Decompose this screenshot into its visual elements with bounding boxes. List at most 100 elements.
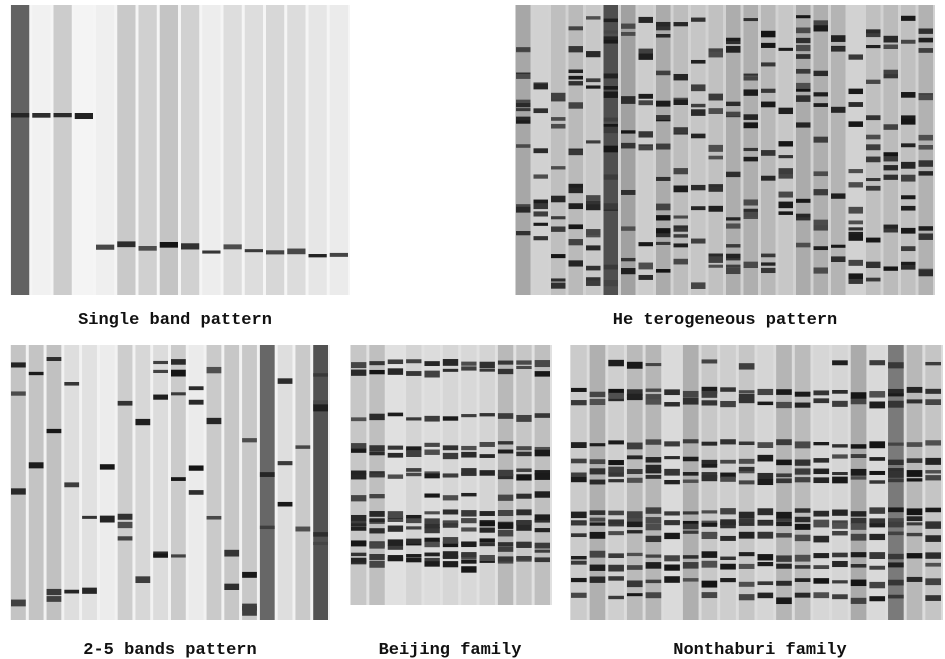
band [645,523,662,531]
band [813,92,828,97]
band [621,23,636,29]
band [738,398,755,404]
band [608,460,624,466]
band [778,191,793,198]
band [906,442,923,447]
band [99,464,115,470]
band [888,459,904,466]
band [259,472,275,477]
band [869,391,886,398]
band [153,394,168,400]
band [848,88,863,95]
band [813,103,828,107]
band [424,449,440,455]
band [586,265,601,271]
lane [888,345,904,620]
band [757,388,774,396]
band [906,576,923,582]
lane [96,5,115,295]
band [796,88,811,92]
band [726,37,741,42]
band [497,449,514,454]
band [778,107,793,115]
band [794,554,811,562]
band [848,227,863,231]
band [701,441,718,446]
band [794,523,811,530]
band [188,386,204,391]
band [589,576,606,583]
band [295,526,311,532]
band [603,280,618,287]
band [28,462,44,469]
lane [181,5,200,295]
gel-panel [350,345,552,605]
band [534,470,550,476]
band [645,457,662,463]
band [720,556,736,561]
band [776,517,792,522]
band [701,522,718,527]
band [848,182,863,188]
band [794,477,811,483]
band [516,520,532,525]
band [918,171,933,176]
band [918,94,933,101]
lane [796,5,811,295]
band [682,520,699,525]
band [738,581,755,587]
band [656,269,671,273]
band [813,390,830,396]
band [701,510,718,514]
band [603,203,618,210]
band [424,415,440,422]
band [461,445,477,451]
band [406,518,422,524]
band [589,479,606,485]
band [831,35,846,42]
band [551,278,566,282]
lane [308,5,327,295]
band [813,592,830,599]
band [534,472,550,480]
band [516,144,531,148]
band [925,552,941,559]
band [813,510,830,517]
band [813,189,828,194]
band [848,121,863,127]
band [626,565,643,570]
band [757,561,774,567]
band [242,608,257,616]
band [673,168,688,175]
band [621,31,636,36]
band [424,511,440,515]
band [533,236,548,241]
band [866,178,881,182]
band [645,562,662,569]
band [743,18,758,22]
band [850,564,867,568]
band [738,480,755,485]
lane [794,345,811,620]
band [738,552,755,557]
band [738,393,755,401]
band [589,550,606,558]
band [571,472,587,477]
band [796,122,811,128]
band [479,527,495,533]
lane [645,345,662,620]
band [551,195,566,203]
band [888,518,904,523]
band [708,186,723,192]
band [738,518,755,523]
band [831,256,846,263]
band [776,580,792,586]
band [351,417,367,422]
band [638,53,653,60]
band [608,595,624,600]
band [387,359,404,365]
band [757,508,774,516]
band [479,511,495,516]
band [883,35,898,43]
band [673,215,688,219]
